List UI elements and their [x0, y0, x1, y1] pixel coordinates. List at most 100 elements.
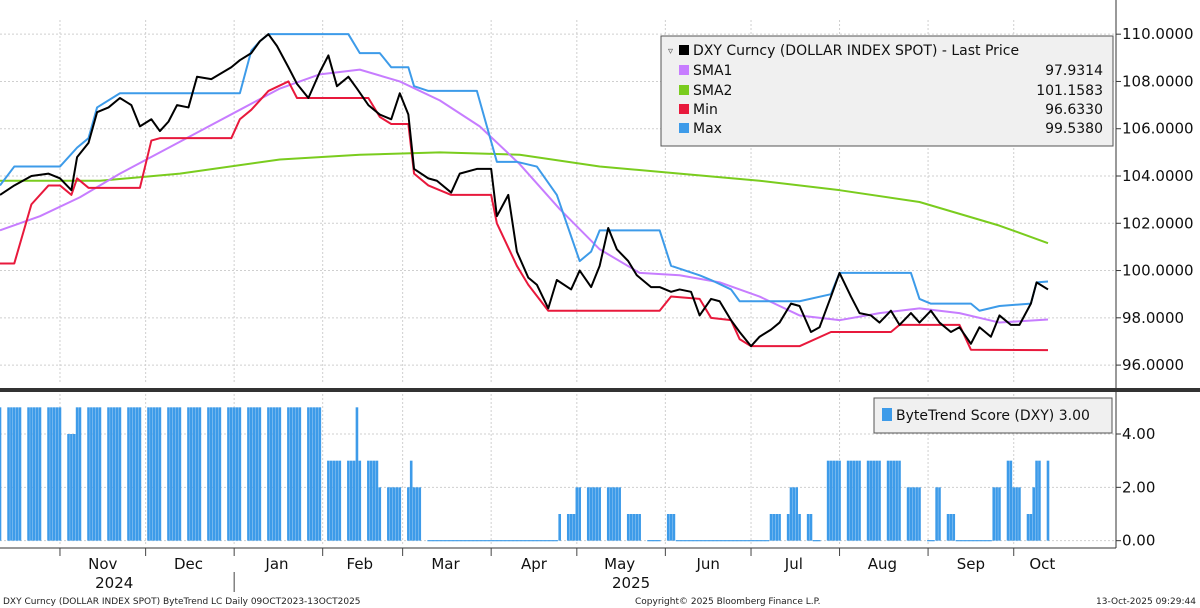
- score-bar-156: [886, 460, 890, 541]
- score-bar-33: [132, 407, 136, 541]
- score-bar-31: [127, 407, 130, 541]
- score-bar-90: [358, 460, 362, 541]
- month-label-jun: Jun: [695, 555, 719, 573]
- score-bar-80: [318, 407, 322, 541]
- score-bar-70: [278, 407, 282, 541]
- score-bar-60: [238, 407, 242, 541]
- score-bar-17: [70, 434, 73, 541]
- score-bar-57: [230, 407, 233, 541]
- score-bar-30: [118, 407, 122, 541]
- score-bar-94: [375, 460, 379, 541]
- lower-legend[interactable]: ByteTrend Score (DXY) 3.00: [873, 397, 1113, 434]
- score-bar-24: [95, 407, 99, 541]
- score-bar-152: [869, 460, 873, 541]
- score-bar-109: [572, 514, 576, 541]
- score-bar-85: [338, 460, 342, 541]
- score-bar-87: [349, 460, 353, 541]
- score-bar-165: [918, 487, 921, 541]
- score-bar-146: [846, 460, 850, 541]
- score-bar-14: [55, 407, 59, 541]
- score-bar-128: [669, 514, 673, 541]
- month-label-jan: Jan: [264, 555, 288, 573]
- score-bar-136: [792, 487, 796, 541]
- score-bar-137: [795, 487, 799, 541]
- score-bar-78: [312, 407, 316, 541]
- score-bar-149: [855, 460, 858, 541]
- score-bar-140: [809, 514, 813, 541]
- score-bar-105: [418, 487, 422, 541]
- score-bar-116: [598, 487, 601, 541]
- score-bar-100: [398, 487, 402, 541]
- score-bar-175: [1009, 460, 1013, 541]
- score-bar-45: [178, 407, 182, 541]
- legend-collapse-icon[interactable]: ▿: [668, 46, 673, 57]
- score-bar-28: [112, 407, 116, 541]
- score-bar-121: [618, 487, 621, 541]
- score-bar-52: [210, 407, 213, 541]
- score-bar-182: [1035, 460, 1038, 541]
- score-bar-122: [626, 514, 630, 541]
- score-bar-181: [1032, 487, 1036, 541]
- month-label-oct: Oct: [1029, 555, 1055, 573]
- score-bar-143: [832, 460, 836, 541]
- score-bar-16: [67, 434, 70, 541]
- footer-copyright-text: Copyright© 2025 Bloomberg Finance L.P.: [635, 597, 820, 607]
- legend-name-max: Max: [693, 121, 722, 137]
- legend-value-sma1: 97.9314: [1045, 63, 1103, 79]
- score-bar-108: [569, 514, 573, 541]
- upper-legend[interactable]: ▿ DXY Curncy (DOLLAR INDEX SPOT) - Last …: [660, 35, 1114, 147]
- score-bar-158: [892, 460, 896, 541]
- score-bar-153: [872, 460, 876, 541]
- score-bar-51: [207, 407, 210, 541]
- score-bar-54: [215, 407, 219, 541]
- score-bar-110: [575, 487, 579, 541]
- score-bar-180: [1029, 514, 1033, 541]
- ytick-label-upper-6: 98.0000: [1122, 309, 1184, 327]
- score-bar-40: [158, 407, 162, 541]
- score-bar-27: [110, 407, 113, 541]
- score-bar-76: [307, 407, 310, 541]
- score-bar-142: [829, 460, 833, 541]
- score-bar-47: [190, 407, 193, 541]
- legend-swatch-last-price: [679, 45, 689, 55]
- score-bar-36: [147, 407, 150, 541]
- score-bar-65: [258, 407, 262, 541]
- score-bar-11: [47, 407, 50, 541]
- score-bar-68: [272, 407, 276, 541]
- score-bar-35: [138, 407, 142, 541]
- score-bar-114: [592, 487, 596, 541]
- panel-separator[interactable]: [0, 388, 1200, 392]
- price-lines: [0, 33, 1049, 352]
- ytick-label-upper-2: 106.0000: [1122, 120, 1194, 138]
- lower-legend-box: [873, 397, 1113, 434]
- score-bar-179: [1026, 514, 1030, 541]
- score-bar-21: [87, 407, 90, 541]
- footer: DXY Curncy (DOLLAR INDEX SPOT) ByteTrend…: [3, 597, 1196, 607]
- month-label-nov: Nov: [88, 555, 117, 573]
- score-bar-126: [638, 514, 641, 541]
- score-bar-92: [369, 460, 373, 541]
- score-bar-117: [606, 487, 610, 541]
- score-bar-29: [115, 407, 119, 541]
- score-bar-171: [992, 487, 996, 541]
- score-bar-127: [666, 514, 670, 541]
- score-bar-2: [10, 407, 13, 541]
- legend-swatch-sma2: [679, 85, 689, 95]
- month-label-mar: Mar: [431, 555, 460, 573]
- score-bar-83: [332, 460, 336, 541]
- score-bar-102: [409, 460, 413, 541]
- score-bar-112: [586, 487, 590, 541]
- score-bar-93: [372, 460, 376, 541]
- legend-value-sma2: 101.1583: [1036, 83, 1103, 99]
- month-label-sep: Sep: [957, 555, 985, 573]
- score-bar-166: [935, 487, 938, 541]
- score-bar-55: [218, 407, 222, 541]
- score-bar-8: [32, 407, 36, 541]
- ytick-label-upper-3: 104.0000: [1122, 167, 1194, 185]
- score-bar-61: [247, 407, 250, 541]
- score-bar-10: [38, 407, 42, 541]
- score-bar-1: [7, 407, 10, 541]
- score-bar-42: [170, 407, 173, 541]
- score-bar-89: [355, 407, 359, 541]
- score-bar-25: [98, 407, 102, 541]
